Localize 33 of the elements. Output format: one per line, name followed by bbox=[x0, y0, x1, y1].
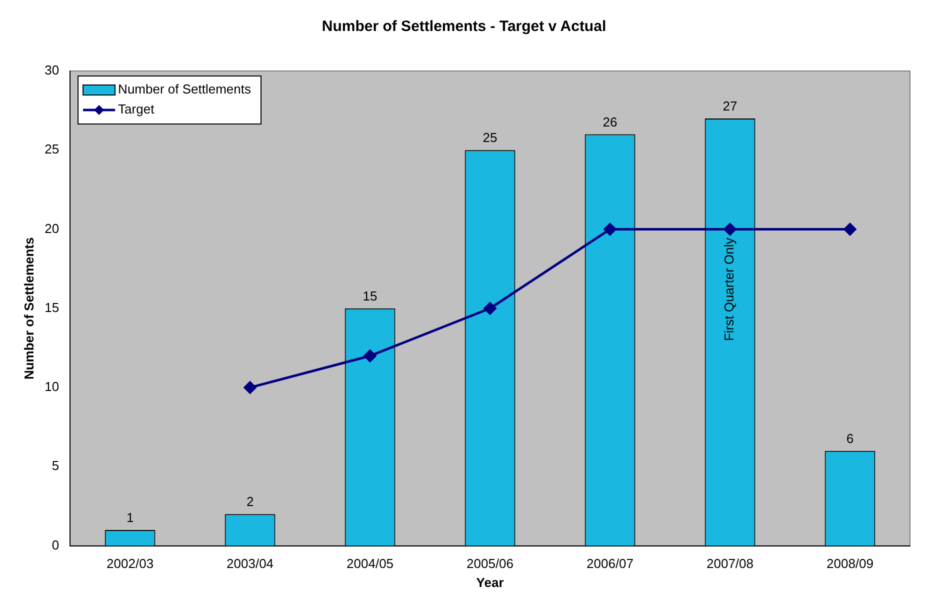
data-label: 2 bbox=[246, 494, 254, 510]
data-label: 6 bbox=[846, 430, 854, 446]
legend-label: Number of Settlements bbox=[118, 82, 252, 97]
point bbox=[484, 302, 496, 315]
data-label: 25 bbox=[482, 130, 498, 146]
y-tick-label: 0 bbox=[52, 537, 60, 552]
point bbox=[604, 223, 616, 236]
data-label: 1 bbox=[126, 510, 134, 526]
x-tick-label: 2004/05 bbox=[346, 556, 394, 572]
point bbox=[724, 223, 736, 236]
point bbox=[844, 223, 856, 236]
chart-title: Number of Settlements - Target v Actual bbox=[322, 18, 606, 36]
y-tick-label: 30 bbox=[44, 62, 60, 78]
y-tick-label: 10 bbox=[44, 379, 60, 394]
x-tick-label: 2006/07 bbox=[586, 556, 634, 572]
data-label: 15 bbox=[362, 288, 378, 304]
y-tick-label: 20 bbox=[44, 220, 60, 236]
y-axis-title: Number of Settlements bbox=[21, 237, 36, 380]
legend-label: Target bbox=[118, 102, 155, 117]
x-axis-title: Year bbox=[476, 574, 504, 590]
x-tick-label: 2007/08 bbox=[706, 556, 754, 572]
y-tick-label: 5 bbox=[52, 458, 60, 474]
annotation: First Quarter Only bbox=[722, 237, 737, 342]
y-tick-label: 25 bbox=[44, 142, 60, 157]
data-label: 26 bbox=[602, 114, 618, 130]
x-tick-label: 2003/04 bbox=[226, 556, 274, 572]
point bbox=[244, 381, 256, 394]
x-tick-label: 2005/06 bbox=[466, 556, 514, 572]
data-label: 27 bbox=[722, 98, 738, 114]
x-tick-label: 2008/09 bbox=[826, 556, 874, 572]
y-tick-label: 15 bbox=[44, 300, 60, 315]
x-tick-label: 2002/03 bbox=[106, 556, 154, 572]
point bbox=[364, 350, 376, 362]
